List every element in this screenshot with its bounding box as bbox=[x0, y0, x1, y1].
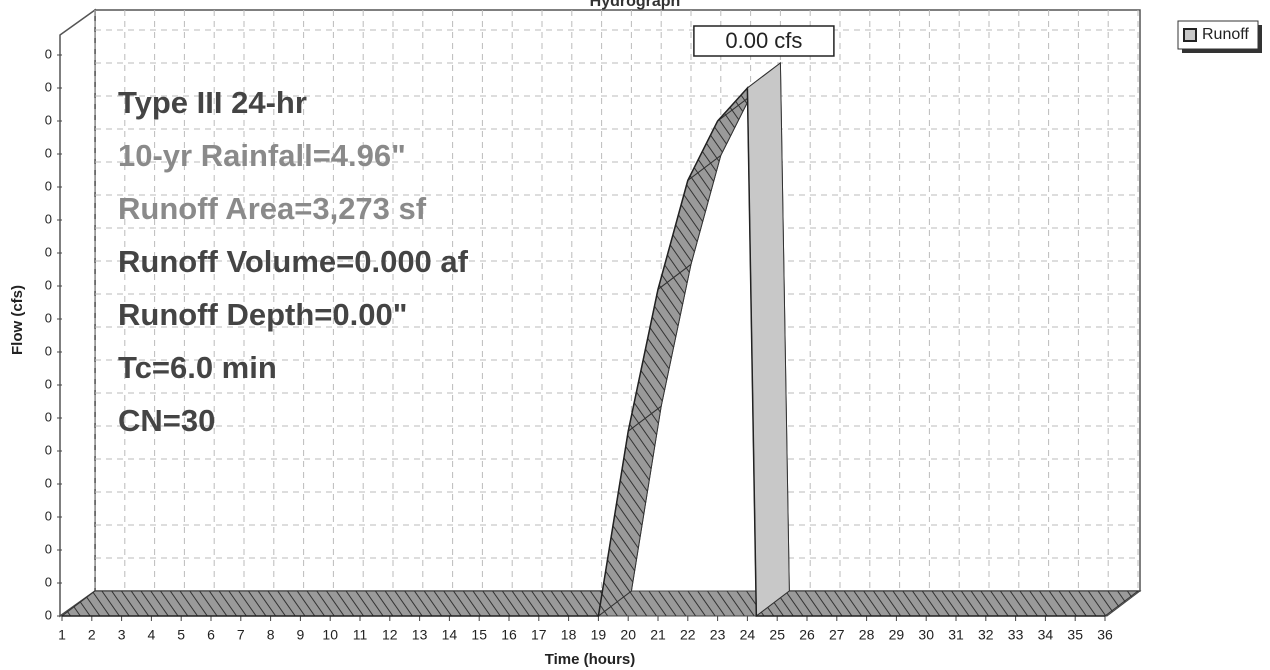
ribbon-depth bbox=[754, 590, 1140, 617]
y-tick-label: 0 bbox=[45, 442, 52, 457]
x-tick-label: 27 bbox=[829, 627, 845, 643]
x-tick-label: 14 bbox=[442, 627, 458, 643]
x-tick-label: 25 bbox=[769, 627, 785, 643]
y-tick-label: 0 bbox=[45, 376, 52, 391]
x-tick-label: 36 bbox=[1097, 627, 1113, 643]
x-tick-label: 9 bbox=[297, 627, 305, 643]
note: Runoff Depth=0.00" bbox=[118, 297, 407, 332]
x-tick-label: 8 bbox=[267, 627, 275, 643]
ribbon-depth bbox=[60, 590, 633, 617]
note: Tc=6.0 min bbox=[118, 350, 277, 385]
x-tick-label: 16 bbox=[501, 627, 517, 643]
x-tick-label: 10 bbox=[322, 627, 338, 643]
note: Runoff Area=3,273 sf bbox=[118, 191, 427, 226]
x-tick-label: 21 bbox=[650, 627, 666, 643]
annotation-box bbox=[693, 25, 835, 57]
series-line bbox=[62, 86, 1105, 617]
x-tick-label: 13 bbox=[412, 627, 428, 643]
y-tick-label: 0 bbox=[45, 574, 52, 589]
legend-label: Runoff bbox=[1202, 26, 1249, 43]
x-tick-label: 31 bbox=[948, 627, 964, 643]
x-tick-label: 3 bbox=[118, 627, 126, 643]
x-tick-label: 4 bbox=[148, 627, 156, 643]
y-tick-label: 0 bbox=[45, 343, 52, 358]
x-tick-label: 2 bbox=[88, 627, 96, 643]
y-tick-label: 0 bbox=[45, 475, 52, 490]
x-tick-label: 6 bbox=[207, 627, 215, 643]
y-axis-label: Flow (cfs) bbox=[9, 285, 26, 355]
x-tick-label: 30 bbox=[918, 627, 934, 643]
x-tick-label: 32 bbox=[978, 627, 994, 643]
y-tick-label: 0 bbox=[45, 607, 52, 622]
left-wall bbox=[59, 8, 96, 618]
x-tick-label: 26 bbox=[799, 627, 815, 643]
x-tick-label: 23 bbox=[710, 627, 726, 643]
x-tick-label: 18 bbox=[561, 627, 577, 643]
x-axis-label: Time (hours) bbox=[545, 651, 636, 668]
x-tick-label: 7 bbox=[237, 627, 245, 643]
x-tick-label: 34 bbox=[1038, 627, 1054, 643]
y-tick-label: 0 bbox=[45, 211, 52, 226]
y-tick-label: 0 bbox=[45, 112, 52, 127]
x-tick-label: 28 bbox=[859, 627, 875, 643]
y-tick-label: 0 bbox=[45, 277, 52, 292]
x-tick-label: 19 bbox=[591, 627, 607, 643]
legend-swatch bbox=[1183, 28, 1197, 42]
y-tick-label: 0 bbox=[45, 145, 52, 160]
x-tick-label: 17 bbox=[531, 627, 547, 643]
x-tick-label: 24 bbox=[740, 627, 756, 643]
chart-title: Hydrograph bbox=[590, 0, 681, 10]
y-tick-label: 0 bbox=[45, 310, 52, 325]
y-tick-label: 0 bbox=[45, 541, 52, 556]
y-tick-label: 0 bbox=[45, 79, 52, 94]
y-tick-label: 0 bbox=[45, 409, 52, 424]
note: CN=30 bbox=[118, 403, 215, 438]
note: Runoff Volume=0.000 af bbox=[118, 244, 469, 279]
note: Type III 24-hr bbox=[118, 85, 307, 120]
y-tick-label: 0 bbox=[45, 244, 52, 259]
x-tick-label: 20 bbox=[620, 627, 636, 643]
x-tick-label: 12 bbox=[382, 627, 398, 643]
x-tick-label: 5 bbox=[177, 627, 185, 643]
x-tick-label: 1 bbox=[58, 627, 66, 643]
x-tick-label: 33 bbox=[1008, 627, 1024, 643]
x-tick-label: 35 bbox=[1067, 627, 1083, 643]
y-tick-label: 0 bbox=[45, 178, 52, 193]
note: 10-yr Rainfall=4.96" bbox=[118, 138, 406, 173]
y-tick-label: 0 bbox=[45, 46, 52, 61]
annotation-label: 0.00 cfs bbox=[725, 28, 802, 53]
x-tick-label: 22 bbox=[680, 627, 696, 643]
x-tick-label: 11 bbox=[353, 627, 368, 643]
x-tick-label: 15 bbox=[471, 627, 487, 643]
y-tick-label: 0 bbox=[45, 508, 52, 523]
x-tick-label: 29 bbox=[889, 627, 905, 643]
